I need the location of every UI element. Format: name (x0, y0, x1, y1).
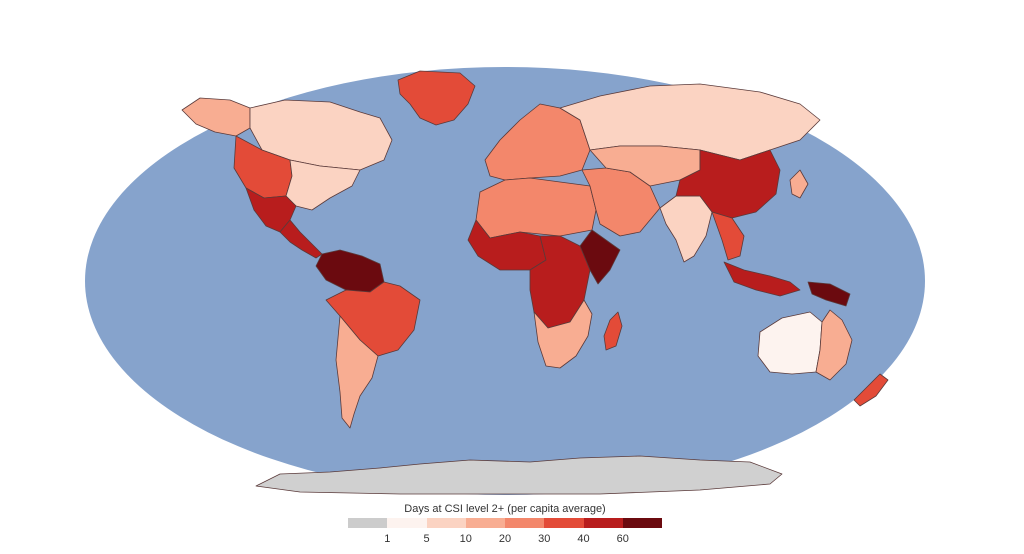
region-indonesia (723, 261, 801, 297)
landmasses (181, 70, 889, 495)
legend-tick-label: 5 (423, 533, 430, 545)
region-north-africa (475, 177, 597, 239)
region-new-guinea (807, 281, 851, 307)
legend-swatch (583, 518, 623, 528)
region-brazil (325, 281, 421, 357)
legend-tick-label: 40 (577, 533, 590, 545)
legend-tick-label: 1 (384, 533, 391, 545)
legend-color-bar (348, 518, 662, 528)
region-usa-east (285, 159, 361, 211)
legend-swatch (387, 518, 427, 528)
region-southern-africa (533, 299, 593, 369)
legend: Days at CSI level 2+ (per capita average… (348, 503, 662, 549)
legend-swatch (465, 518, 505, 528)
legend-tick-label: 30 (538, 533, 551, 545)
region-south-america-south (335, 315, 379, 429)
region-china (675, 149, 781, 219)
legend-swatch (348, 518, 388, 528)
region-central-asia (589, 145, 701, 187)
legend-ticks: 1 5 10 20 30 40 60 (348, 533, 662, 547)
legend-tick-label: 10 (459, 533, 472, 545)
region-greenland (397, 70, 476, 126)
legend-swatch (426, 518, 466, 528)
legend-tick-label: 20 (498, 533, 512, 545)
legend-swatch (544, 518, 584, 528)
region-madagascar (603, 311, 623, 351)
region-antarctica (255, 455, 783, 495)
region-southeast-asia (711, 211, 745, 261)
region-australia-east (815, 309, 853, 381)
legend-swatch (622, 518, 662, 528)
region-new-zealand (853, 373, 889, 407)
region-japan (789, 169, 809, 199)
region-alaska (181, 97, 251, 137)
region-east-africa (579, 229, 621, 285)
region-central-africa (529, 235, 591, 329)
legend-title: Days at CSI level 2+ (per capita average… (404, 503, 606, 515)
legend-tick-label: 60 (616, 533, 629, 545)
legend-swatch (505, 518, 545, 528)
